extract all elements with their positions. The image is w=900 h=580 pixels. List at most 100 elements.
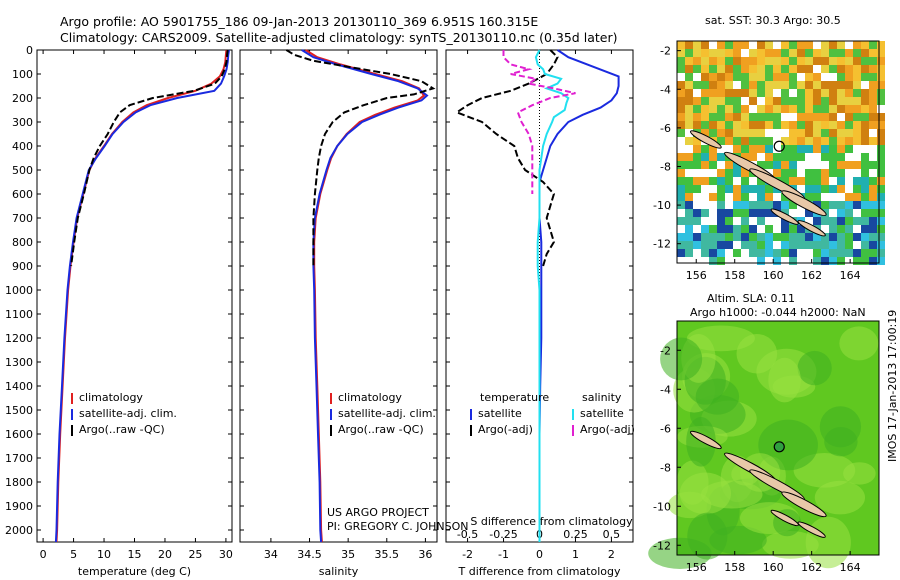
xtick-label-salinity: 34 [264,548,278,561]
map-ytick-label: -8 [660,160,671,173]
map-ytick-label: -12 [653,238,671,251]
xtick-label-temperature: 20 [158,548,172,561]
ytick-label: 0 [26,44,33,57]
ytick-label: 1900 [5,500,33,513]
xtick-label-difference: -1 [498,548,509,561]
xlabel-salinity: salinity [319,565,359,578]
island-shape [797,220,826,237]
series-line-difference-1 [454,49,559,267]
legend-swatch-climatology [71,392,73,404]
legend-label-t-argo: Argo(-adj) [478,423,533,436]
map-xtick-label: 156 [686,561,707,574]
map-ytick-label: -6 [660,122,671,135]
map-ytick-label: -4 [660,383,671,396]
xtick-label-temperature: 15 [128,548,142,561]
ytick-label: 800 [12,236,33,249]
xlabel-top-difference: S difference from climatology [470,515,633,528]
ytick-label: 500 [12,164,33,177]
ytick-label: 1600 [5,428,33,441]
island-shape [781,491,827,518]
ytick-label: 2000 [5,524,33,537]
page-title-line2: Climatology: CARS2009. Satellite-adjuste… [60,30,618,45]
map-ytick-label: -2 [660,45,671,58]
map-xtick-label: 164 [840,269,861,282]
map-xtick-label: 158 [724,561,745,574]
island-shape [689,430,722,450]
map2-title-line1: Altim. SLA: 0.11 [707,292,796,305]
legend-label-argo: Argo(..raw -QC) [79,423,165,436]
page-title-line1: Argo profile: AO 5901755_186 09-Jan-2013… [60,14,539,29]
argo-location-marker [773,441,785,453]
map2-title-line2: Argo h1000: -0.044 h2000: NaN [690,306,866,319]
series-line-salinity-2 [285,49,436,266]
legend-difference-temperature: temperature satellite Argo(-adj) [470,390,549,438]
series-line-salinity-0 [305,49,426,543]
legend-label-satellite-2: satellite-adj. clim. [338,407,436,420]
argo-location-marker [773,140,785,152]
xtick-label-salinity: 34.5 [297,548,322,561]
ytick-label: 1800 [5,476,33,489]
legend-swatch-t-argo [470,424,472,436]
series-line-salinity-1 [301,49,429,543]
map-xtick-label: 160 [763,269,784,282]
legend-label-s-argo: Argo(-adj) [580,423,635,436]
legend-label-climatology: climatology [79,391,143,404]
map-xtick-label: 162 [801,561,822,574]
series-line-difference-0 [538,49,620,542]
xtick-label-difference: -2 [462,548,473,561]
legend-heading-temperature: temperature [480,391,550,404]
legend-swatch-s-argo [572,424,574,436]
legend-temperature: climatology satellite-adj. clim. Argo(..… [71,390,177,438]
island-shape [689,130,722,149]
xtick-label-salinity: 35 [341,548,355,561]
map-ytick-label: -10 [653,199,671,212]
xtick-s-label: -0.5 [457,528,478,541]
plot-frame-salinity [239,49,438,543]
ytick-label: 700 [12,212,33,225]
ytick-label: 100 [12,68,33,81]
ytick-label: 1500 [5,404,33,417]
ytick-label: 1300 [5,356,33,369]
xtick-label-temperature: 5 [70,548,77,561]
legend-swatch-s-sat [572,408,574,420]
map-ytick-label: -10 [653,500,671,513]
legend-swatch-argo [71,424,73,436]
map-2-frame [676,320,880,556]
legend-label-t-sat: satellite [478,407,522,420]
map-1-frame [676,40,880,264]
xtick-label-difference: 2 [608,548,615,561]
xtick-label-difference: 1 [572,548,579,561]
xtick-label-temperature: 25 [188,548,202,561]
series-line-temperature-1 [54,49,230,543]
legend-swatch-t-sat [470,408,472,420]
map-xtick-label: 160 [763,561,784,574]
map-xtick-label: 162 [801,269,822,282]
legend-swatch-satellite-2 [330,408,332,420]
island-shape [770,509,799,527]
map-ytick-label: -2 [660,344,671,357]
legend-swatch-satellite [71,408,73,420]
legend-salinity: climatology satellite-adj. clim. Argo(..… [330,390,436,438]
legend-label-s-sat: satellite [580,407,624,420]
ytick-label: 600 [12,188,33,201]
map-ytick-label: -12 [653,539,671,552]
legend-label-satellite: satellite-adj. clim. [79,407,177,420]
series-line-difference-2 [534,49,570,542]
credit-project: US ARGO PROJECT [327,506,429,519]
xtick-label-temperature: 10 [97,548,111,561]
map-xtick-label: 156 [686,269,707,282]
legend-swatch-argo-2 [330,424,332,436]
xtick-s-label: -0.25 [489,528,517,541]
map-xtick-label: 158 [724,269,745,282]
map-2-field [648,321,879,569]
map1-title: sat. SST: 30.3 Argo: 30.5 [705,14,841,27]
ytick-label: 1100 [5,308,33,321]
map-ytick-label: -4 [660,83,671,96]
timestamp-watermark: IMOS 17-Jan-2013 17:00:19 [886,309,899,462]
xtick-label-salinity: 35.5 [375,548,400,561]
legend-swatch-climatology-2 [330,392,332,404]
island-shape [770,208,799,225]
map-xtick-label: 164 [840,561,861,574]
xlabel-temperature: temperature (deg C) [78,565,191,578]
